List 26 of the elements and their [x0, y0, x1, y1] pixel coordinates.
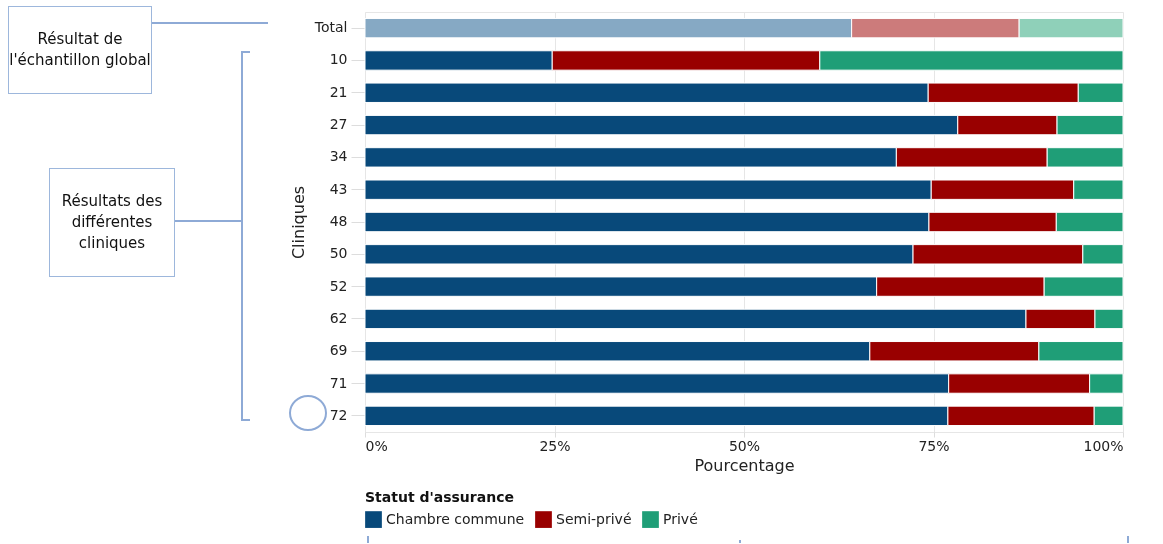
text: Résultat de l'échantillon global — [8, 6, 152, 94]
x-tick-label: 50% — [728, 437, 761, 454]
y-tick-label: 52 — [329, 277, 348, 294]
y-tick-label: 34 — [329, 148, 348, 165]
x-tick-label: 0% — [365, 437, 388, 454]
y-axis-title: Cliniques — [288, 185, 308, 260]
legend-title: Statut d'assurance — [365, 489, 514, 505]
y-tick-label: 21 — [329, 83, 348, 100]
y-tick-label: 48 — [329, 213, 348, 229]
legend-label: Chambre commune — [386, 510, 525, 527]
x-axis-title: Pourcentage — [694, 455, 795, 475]
x-tick-label: 75% — [918, 437, 950, 454]
y-tick-label: 10 — [329, 51, 348, 68]
y-tick-label: 50 — [329, 245, 348, 262]
x-tick-label: 100% — [1083, 437, 1124, 454]
x-tick-label: 25% — [539, 437, 571, 454]
y-tick-label: 69 — [329, 342, 348, 359]
y-tick-label: 27 — [329, 116, 348, 133]
y-tick-label: 71 — [329, 374, 348, 391]
text: Résultats des différentes cliniques — [49, 168, 175, 277]
y-tick-label: 43 — [329, 180, 348, 197]
y-tick-label: 72 — [329, 406, 348, 423]
y-tick-label: Total — [313, 19, 348, 36]
y-tick-label: 62 — [329, 309, 348, 326]
legend-label: Semi-privé — [556, 510, 632, 527]
legend-label: Privé — [663, 510, 698, 527]
